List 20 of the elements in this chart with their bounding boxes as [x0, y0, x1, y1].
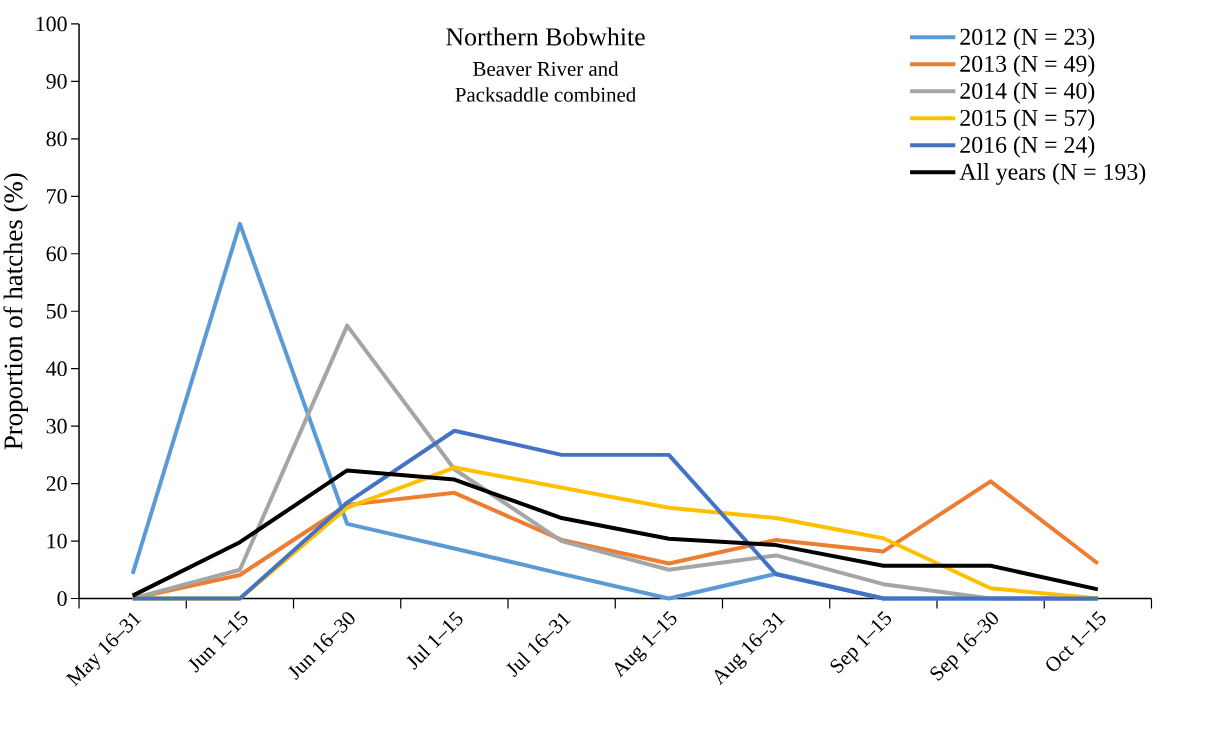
legend-label: 2015 (N = 57): [960, 109, 1095, 131]
y-tick-label: 50: [46, 303, 67, 319]
y-tick-label: 0: [57, 591, 67, 606]
chart-title: Northern Bobwhite: [446, 27, 645, 46]
y-tick-label: 60: [46, 246, 67, 262]
y-axis-title: Proportion of hatches (%): [3, 173, 28, 450]
legend-label: 2014 (N = 40): [960, 82, 1095, 104]
y-tick-label: 30: [46, 418, 67, 434]
legend-label: 2016 (N = 24): [960, 136, 1095, 158]
y-tick-label: 80: [46, 131, 67, 147]
y-tick-label: 20: [46, 476, 67, 491]
text: Beaver River and Packsaddle combined: [455, 61, 636, 102]
legend-label: 2012 (N = 23): [960, 28, 1095, 50]
y-tick-label: 40: [46, 361, 67, 376]
y-tick-label: 10: [47, 533, 67, 549]
y-tick-label: 90: [46, 73, 67, 89]
legend-label: All years (N = 193): [959, 163, 1146, 185]
y-tick-label: 100: [36, 16, 67, 32]
y-tick-label: 70: [47, 188, 67, 204]
legend-label: 2013 (N = 49): [960, 55, 1095, 77]
